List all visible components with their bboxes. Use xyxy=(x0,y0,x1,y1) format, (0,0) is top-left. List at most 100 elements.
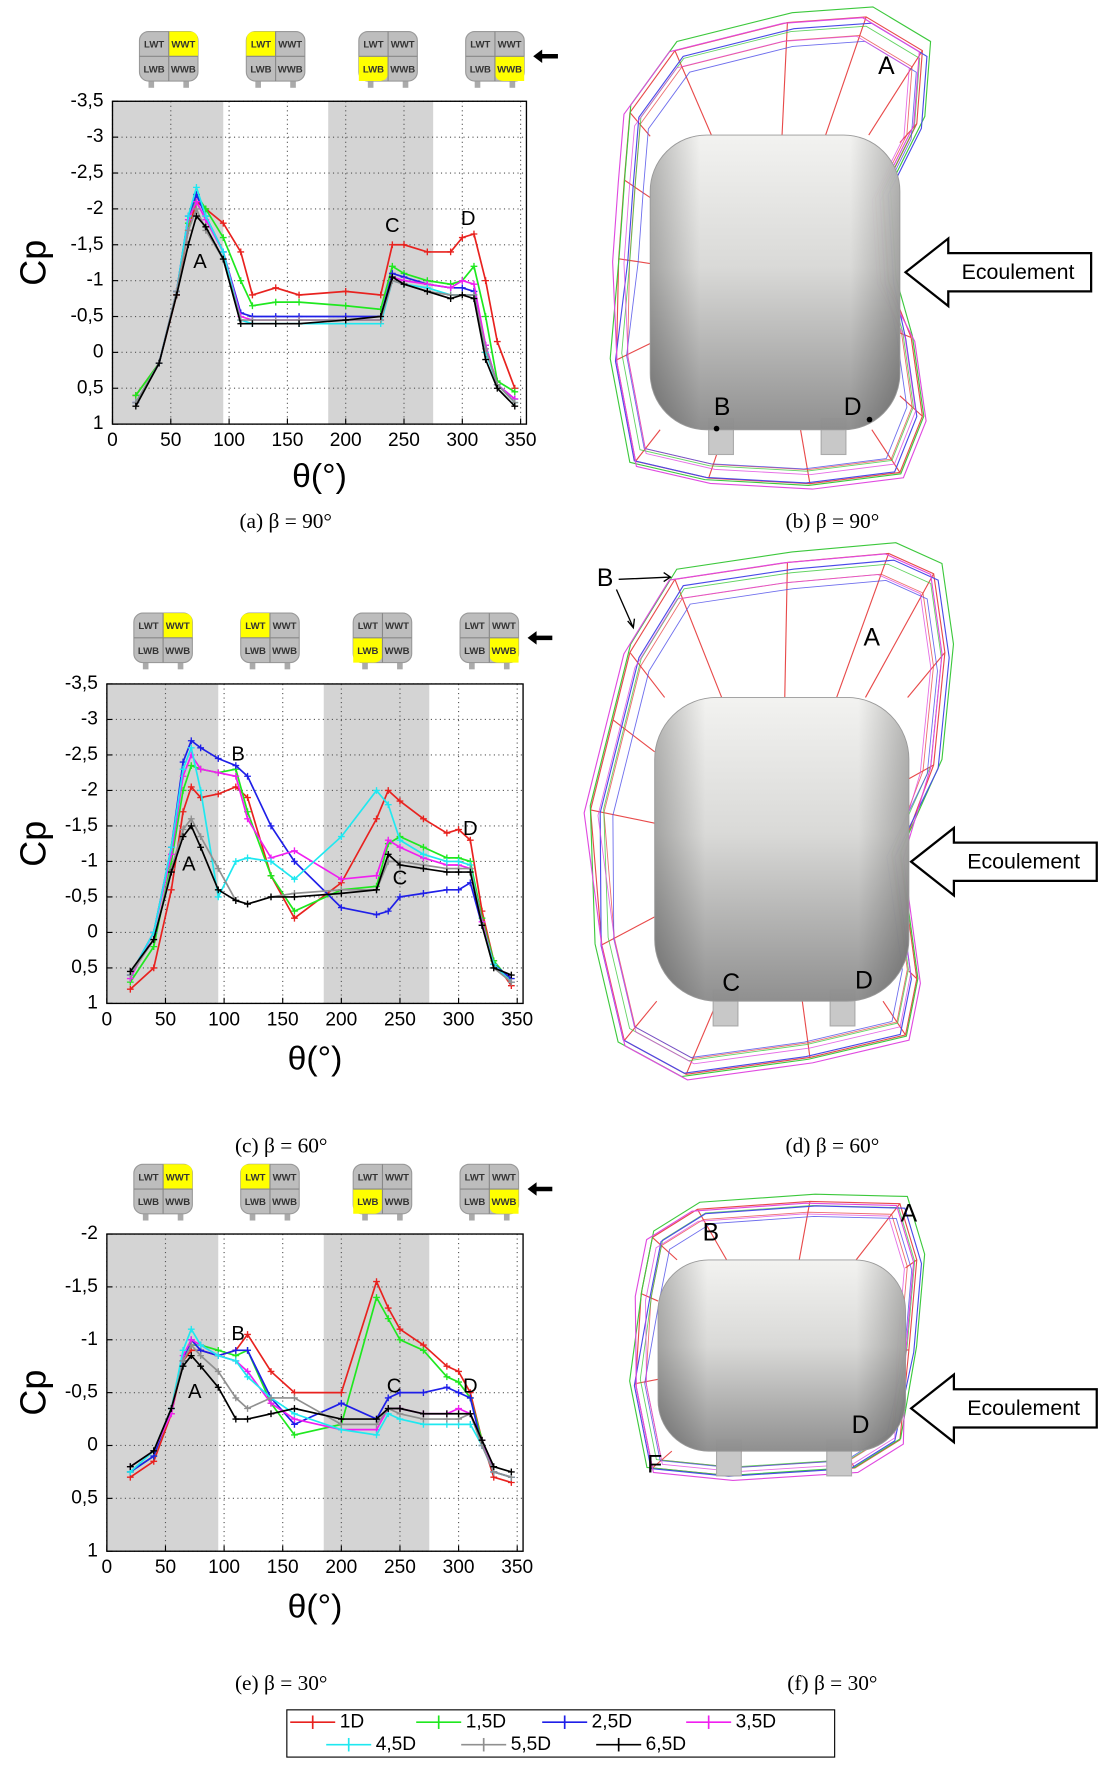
annotation: C xyxy=(385,215,400,237)
x-tick-label: 250 xyxy=(388,430,420,451)
icon-label: WWT xyxy=(385,621,409,632)
caption: (f) β = 30° xyxy=(787,1671,877,1695)
y-tick-label: -2 xyxy=(81,779,98,800)
icon-label: WWB xyxy=(272,1197,297,1208)
wireframe-spoke xyxy=(801,430,810,484)
icon-label: LWT xyxy=(245,1172,265,1183)
point-marker xyxy=(443,869,450,876)
y-tick-label: 0 xyxy=(87,1435,98,1456)
point-marker xyxy=(443,886,450,893)
legend-label: 1D xyxy=(340,1711,364,1732)
point-marker xyxy=(296,292,303,299)
icon-label: WWT xyxy=(278,40,302,51)
icon-label: WWB xyxy=(491,646,516,657)
icon-label: LWB xyxy=(138,1197,159,1208)
wireframe-spoke xyxy=(782,23,787,135)
wireframe-spoke xyxy=(686,1001,717,1074)
icon-label: WWT xyxy=(385,1172,409,1183)
y-tick-label: -3 xyxy=(86,126,103,147)
wireframe-spoke xyxy=(619,259,650,264)
x-tick-label: 100 xyxy=(213,430,245,451)
icon-label: LWT xyxy=(138,1172,158,1183)
caption: (c) β = 60° xyxy=(235,1133,328,1157)
point-marker xyxy=(508,1469,515,1476)
probe-dot xyxy=(867,417,873,423)
point-marker xyxy=(244,1416,251,1423)
x-tick-label: 150 xyxy=(267,1009,299,1030)
icon-label: LWB xyxy=(245,1197,266,1208)
icon-label: LWT xyxy=(358,1172,378,1183)
figure-label: D xyxy=(852,1412,870,1439)
y-tick-label: -0,5 xyxy=(71,306,104,327)
legend-label: 3,5D xyxy=(736,1711,776,1732)
icon-label: LWT xyxy=(465,1172,485,1183)
annotation: B xyxy=(231,743,245,765)
figure-label: A xyxy=(878,53,895,80)
icon-label: LWT xyxy=(144,40,164,51)
icon-label: LWB xyxy=(357,646,378,657)
direction-arrow xyxy=(533,50,558,63)
wireframe-spoke xyxy=(799,1201,810,1259)
legend-label: 6,5D xyxy=(646,1734,686,1755)
point-marker xyxy=(455,1389,462,1396)
icon-label: WWB xyxy=(385,1197,410,1208)
figure-label: D xyxy=(844,394,862,421)
y-tick-label: -0,5 xyxy=(65,886,98,907)
x-tick-label: 350 xyxy=(501,1557,533,1578)
annotation: A xyxy=(182,853,196,875)
legend-label: 2,5D xyxy=(592,1711,632,1732)
point-marker xyxy=(296,299,303,306)
x-tick-label: 200 xyxy=(325,1009,357,1030)
x-tick-label: 50 xyxy=(155,1009,176,1030)
point-marker xyxy=(447,295,454,302)
annotation: A xyxy=(193,251,207,273)
caption: (e) β = 30° xyxy=(235,1671,328,1695)
icon-label: WWB xyxy=(491,1197,516,1208)
x-tick-label: 150 xyxy=(271,430,303,451)
icon-label: LWB xyxy=(464,646,485,657)
point-marker xyxy=(459,292,466,299)
tank-shade xyxy=(650,135,900,430)
icon-label: WWT xyxy=(171,40,195,51)
annotation: B xyxy=(231,1323,245,1345)
x-axis-label: θ(°) xyxy=(292,457,347,495)
x-tick-label: 200 xyxy=(325,1557,357,1578)
y-tick-label: -2 xyxy=(81,1223,98,1244)
point-marker xyxy=(494,338,501,345)
y-tick-label: -2,5 xyxy=(71,162,104,183)
shaded-zone xyxy=(107,684,218,1003)
y-tick-label: 1 xyxy=(87,1540,98,1561)
y-tick-label: 0,5 xyxy=(71,957,98,978)
point-marker xyxy=(249,292,256,299)
x-axis-label: θ(°) xyxy=(288,1040,343,1078)
icon-label: WWT xyxy=(492,621,516,632)
shaded-zone xyxy=(324,684,430,1003)
icon-label: WWB xyxy=(385,646,410,657)
x-tick-label: 100 xyxy=(208,1009,240,1030)
icon-label: LWB xyxy=(138,646,159,657)
icon-label: LWB xyxy=(250,64,271,75)
icon-label: LWB xyxy=(245,646,266,657)
point-marker xyxy=(272,320,279,327)
point-marker xyxy=(455,1410,462,1417)
x-tick-label: 200 xyxy=(330,430,362,451)
point-marker xyxy=(296,320,303,327)
icon-label: LWT xyxy=(245,621,265,632)
point-marker xyxy=(249,302,256,309)
direction-arrow xyxy=(528,631,553,644)
point-marker xyxy=(244,901,251,908)
x-tick-label: 250 xyxy=(384,1557,416,1578)
y-tick-label: -1,5 xyxy=(65,815,98,836)
y-axis-label: Cp xyxy=(12,821,53,867)
icon-label: LWT xyxy=(251,40,271,51)
icon-label: LWT xyxy=(470,40,490,51)
y-axis-label: Cp xyxy=(12,1370,53,1416)
y-tick-label: -2,5 xyxy=(65,744,98,765)
point-marker xyxy=(244,855,251,862)
wireframe-spoke xyxy=(624,180,650,198)
icon-label: LWT xyxy=(138,621,158,632)
icon-label: WWT xyxy=(166,621,190,632)
icon-label: WWB xyxy=(272,646,297,657)
y-tick-label: -1 xyxy=(81,850,98,871)
